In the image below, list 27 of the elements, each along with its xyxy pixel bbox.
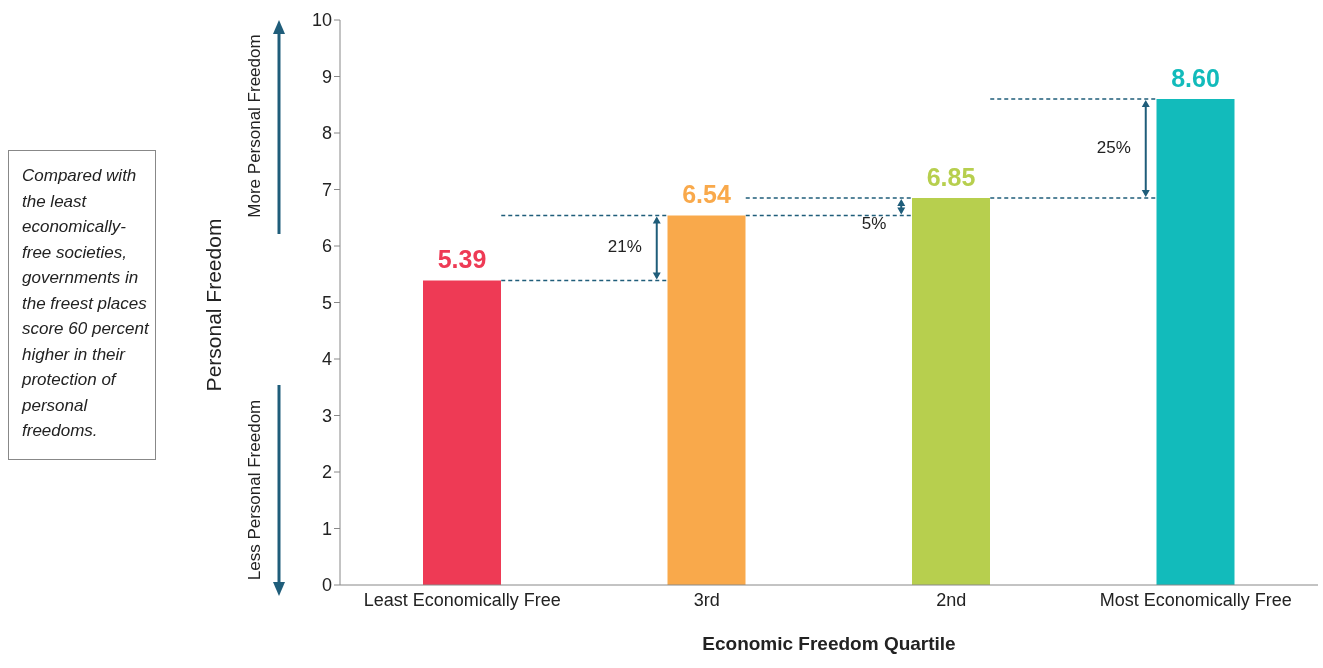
text: Compared with the least economically-free societies, governments in the freest places score 60 percent higher in their protection of personal freedoms. [22, 166, 149, 440]
annotation: 21% [607, 237, 642, 257]
y-axis-title: Personal Freedom [201, 218, 225, 392]
y-tick-label: 5 [321, 292, 332, 313]
annotation: 25% [1096, 138, 1131, 158]
x-tick-label: Least Economically Free [363, 589, 561, 610]
y-tick-label: 9 [321, 66, 332, 87]
data-label: 6.54 [682, 180, 731, 209]
y-tick-label: 6 [321, 236, 332, 257]
x-tick-label: 3rd [693, 589, 720, 610]
y-tick-label: 2 [321, 462, 332, 483]
y-tick-label: 7 [321, 179, 332, 200]
annotation: 5% [861, 214, 887, 234]
text: Less Personal Freedom [245, 399, 265, 581]
y-tick-label: 0 [321, 575, 332, 596]
y-tick-label: 1 [321, 518, 332, 539]
data-label: 8.60 [1171, 64, 1220, 93]
data-label: 6.85 [926, 162, 976, 191]
x-tick-label: 2nd [936, 589, 967, 610]
x-tick-label: Most Economically Free [1099, 589, 1292, 610]
y-tick-label: 8 [321, 123, 332, 144]
text: More Personal Freedom [245, 34, 265, 218]
y-tick-label: 4 [321, 349, 332, 370]
x-axis-title: Economic Freedom Quartile [702, 633, 956, 654]
y-tick-label: 10 [311, 10, 332, 31]
data-label: 5.39 [437, 245, 487, 274]
y-tick-label: 3 [321, 405, 332, 426]
